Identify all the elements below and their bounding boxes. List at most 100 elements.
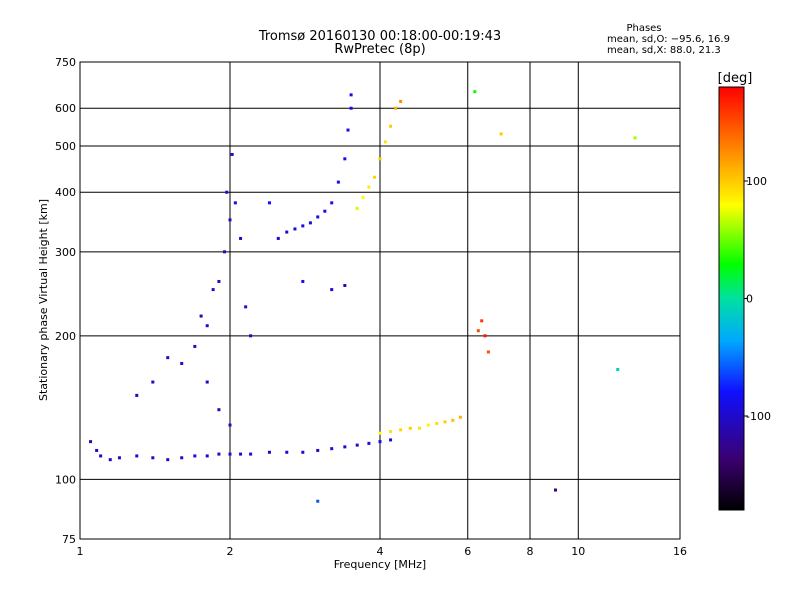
data-point [367, 441, 371, 445]
data-point [95, 448, 99, 452]
x-tick-label: 8 [527, 545, 534, 558]
data-point [480, 319, 484, 323]
data-point [394, 106, 398, 110]
data-point [316, 499, 320, 503]
data-point [301, 224, 305, 228]
y-tick-label: 400 [55, 186, 76, 199]
data-point [225, 190, 229, 194]
data-point [217, 408, 221, 412]
chart-title: Tromsø 20160130 00:18:00-00:19:43 [258, 29, 501, 44]
y-tick-labels: 75 100 200 300 400 500 600 750 [55, 56, 76, 546]
x-axis-label: Frequency [MHz] [334, 558, 426, 571]
y-axis-label: Stationary phase Virtual Height [km] [37, 199, 50, 401]
data-point [249, 334, 253, 338]
data-point [228, 452, 232, 456]
y-tick-label: 100 [55, 473, 76, 486]
data-point [476, 329, 480, 333]
y-tick-label: 500 [55, 140, 76, 153]
data-point [355, 443, 359, 447]
x-tick-label: 1 [77, 545, 84, 558]
data-point [267, 450, 271, 454]
y-tick-label: 75 [62, 533, 76, 546]
data-point [346, 128, 350, 132]
data-point [117, 456, 121, 460]
data-point [473, 90, 477, 94]
data-point [408, 426, 412, 430]
data-point [151, 456, 155, 460]
data-point [301, 279, 305, 283]
data-point [99, 454, 103, 458]
data-point [223, 250, 227, 254]
data-point [389, 124, 393, 128]
data-point [343, 283, 347, 287]
data-point [230, 152, 234, 156]
data-point [443, 420, 447, 424]
data-point [180, 361, 184, 365]
data-point [205, 454, 209, 458]
data-point [499, 132, 503, 136]
x-tick-labels: 1 2 4 6 8 10 16 [77, 545, 688, 558]
data-point [308, 221, 312, 225]
data-point [217, 279, 221, 283]
data-point [349, 106, 353, 110]
data-point [417, 426, 421, 430]
data-point [451, 418, 455, 422]
data-point [383, 140, 387, 144]
data-point [166, 356, 170, 360]
data-point [193, 344, 197, 348]
x-tick-label: 4 [377, 545, 384, 558]
data-point [336, 180, 340, 184]
data-point [633, 136, 637, 140]
phase-stats-o: mean, sd,O: −95.6, 16.9 [607, 34, 730, 45]
chart-subtitle: RwPretec (8p) [334, 42, 425, 57]
data-point [180, 456, 184, 460]
y-tick-label: 750 [55, 56, 76, 69]
data-point [355, 206, 359, 210]
data-point [228, 423, 232, 427]
data-point [330, 447, 334, 451]
data-point [233, 201, 237, 205]
x-tick-label: 6 [464, 545, 471, 558]
data-point [349, 93, 353, 97]
data-point [389, 438, 393, 442]
colorbar-tick-label: -100 [746, 410, 771, 423]
phase-stats-heading: Phases [626, 23, 661, 34]
data-point [276, 236, 280, 240]
x-tick-label: 10 [571, 545, 585, 558]
data-point [426, 423, 430, 427]
data-point [151, 380, 155, 384]
data-point [330, 288, 334, 292]
data-point [211, 288, 215, 292]
data-point [244, 305, 248, 309]
y-tick-label: 300 [55, 246, 76, 259]
data-point [249, 452, 253, 456]
data-points [89, 90, 637, 503]
data-point [378, 157, 382, 161]
data-point [367, 185, 371, 189]
data-point [553, 488, 557, 492]
colorbar-title: [deg] [718, 71, 753, 86]
data-point [193, 454, 197, 458]
data-point [343, 445, 347, 449]
data-point [323, 209, 327, 213]
colorbar-ticks: 100 0 -100 [744, 175, 771, 423]
data-point [166, 458, 170, 462]
data-point [399, 99, 403, 103]
data-point [435, 421, 439, 425]
y-tick-label: 200 [55, 330, 76, 343]
data-point [343, 157, 347, 161]
data-point [205, 380, 209, 384]
colorbar [718, 86, 745, 511]
data-point [205, 324, 209, 328]
colorbar-tick-label: 100 [746, 175, 767, 188]
phase-stats-x: mean, sd,X: 88.0, 21.3 [607, 45, 721, 56]
grid-lines [80, 62, 680, 539]
data-point [293, 227, 297, 231]
data-point [373, 175, 377, 179]
data-point [301, 450, 305, 454]
data-point [361, 195, 365, 199]
x-tick-label: 16 [673, 545, 687, 558]
data-point [285, 230, 289, 234]
data-point [239, 452, 243, 456]
